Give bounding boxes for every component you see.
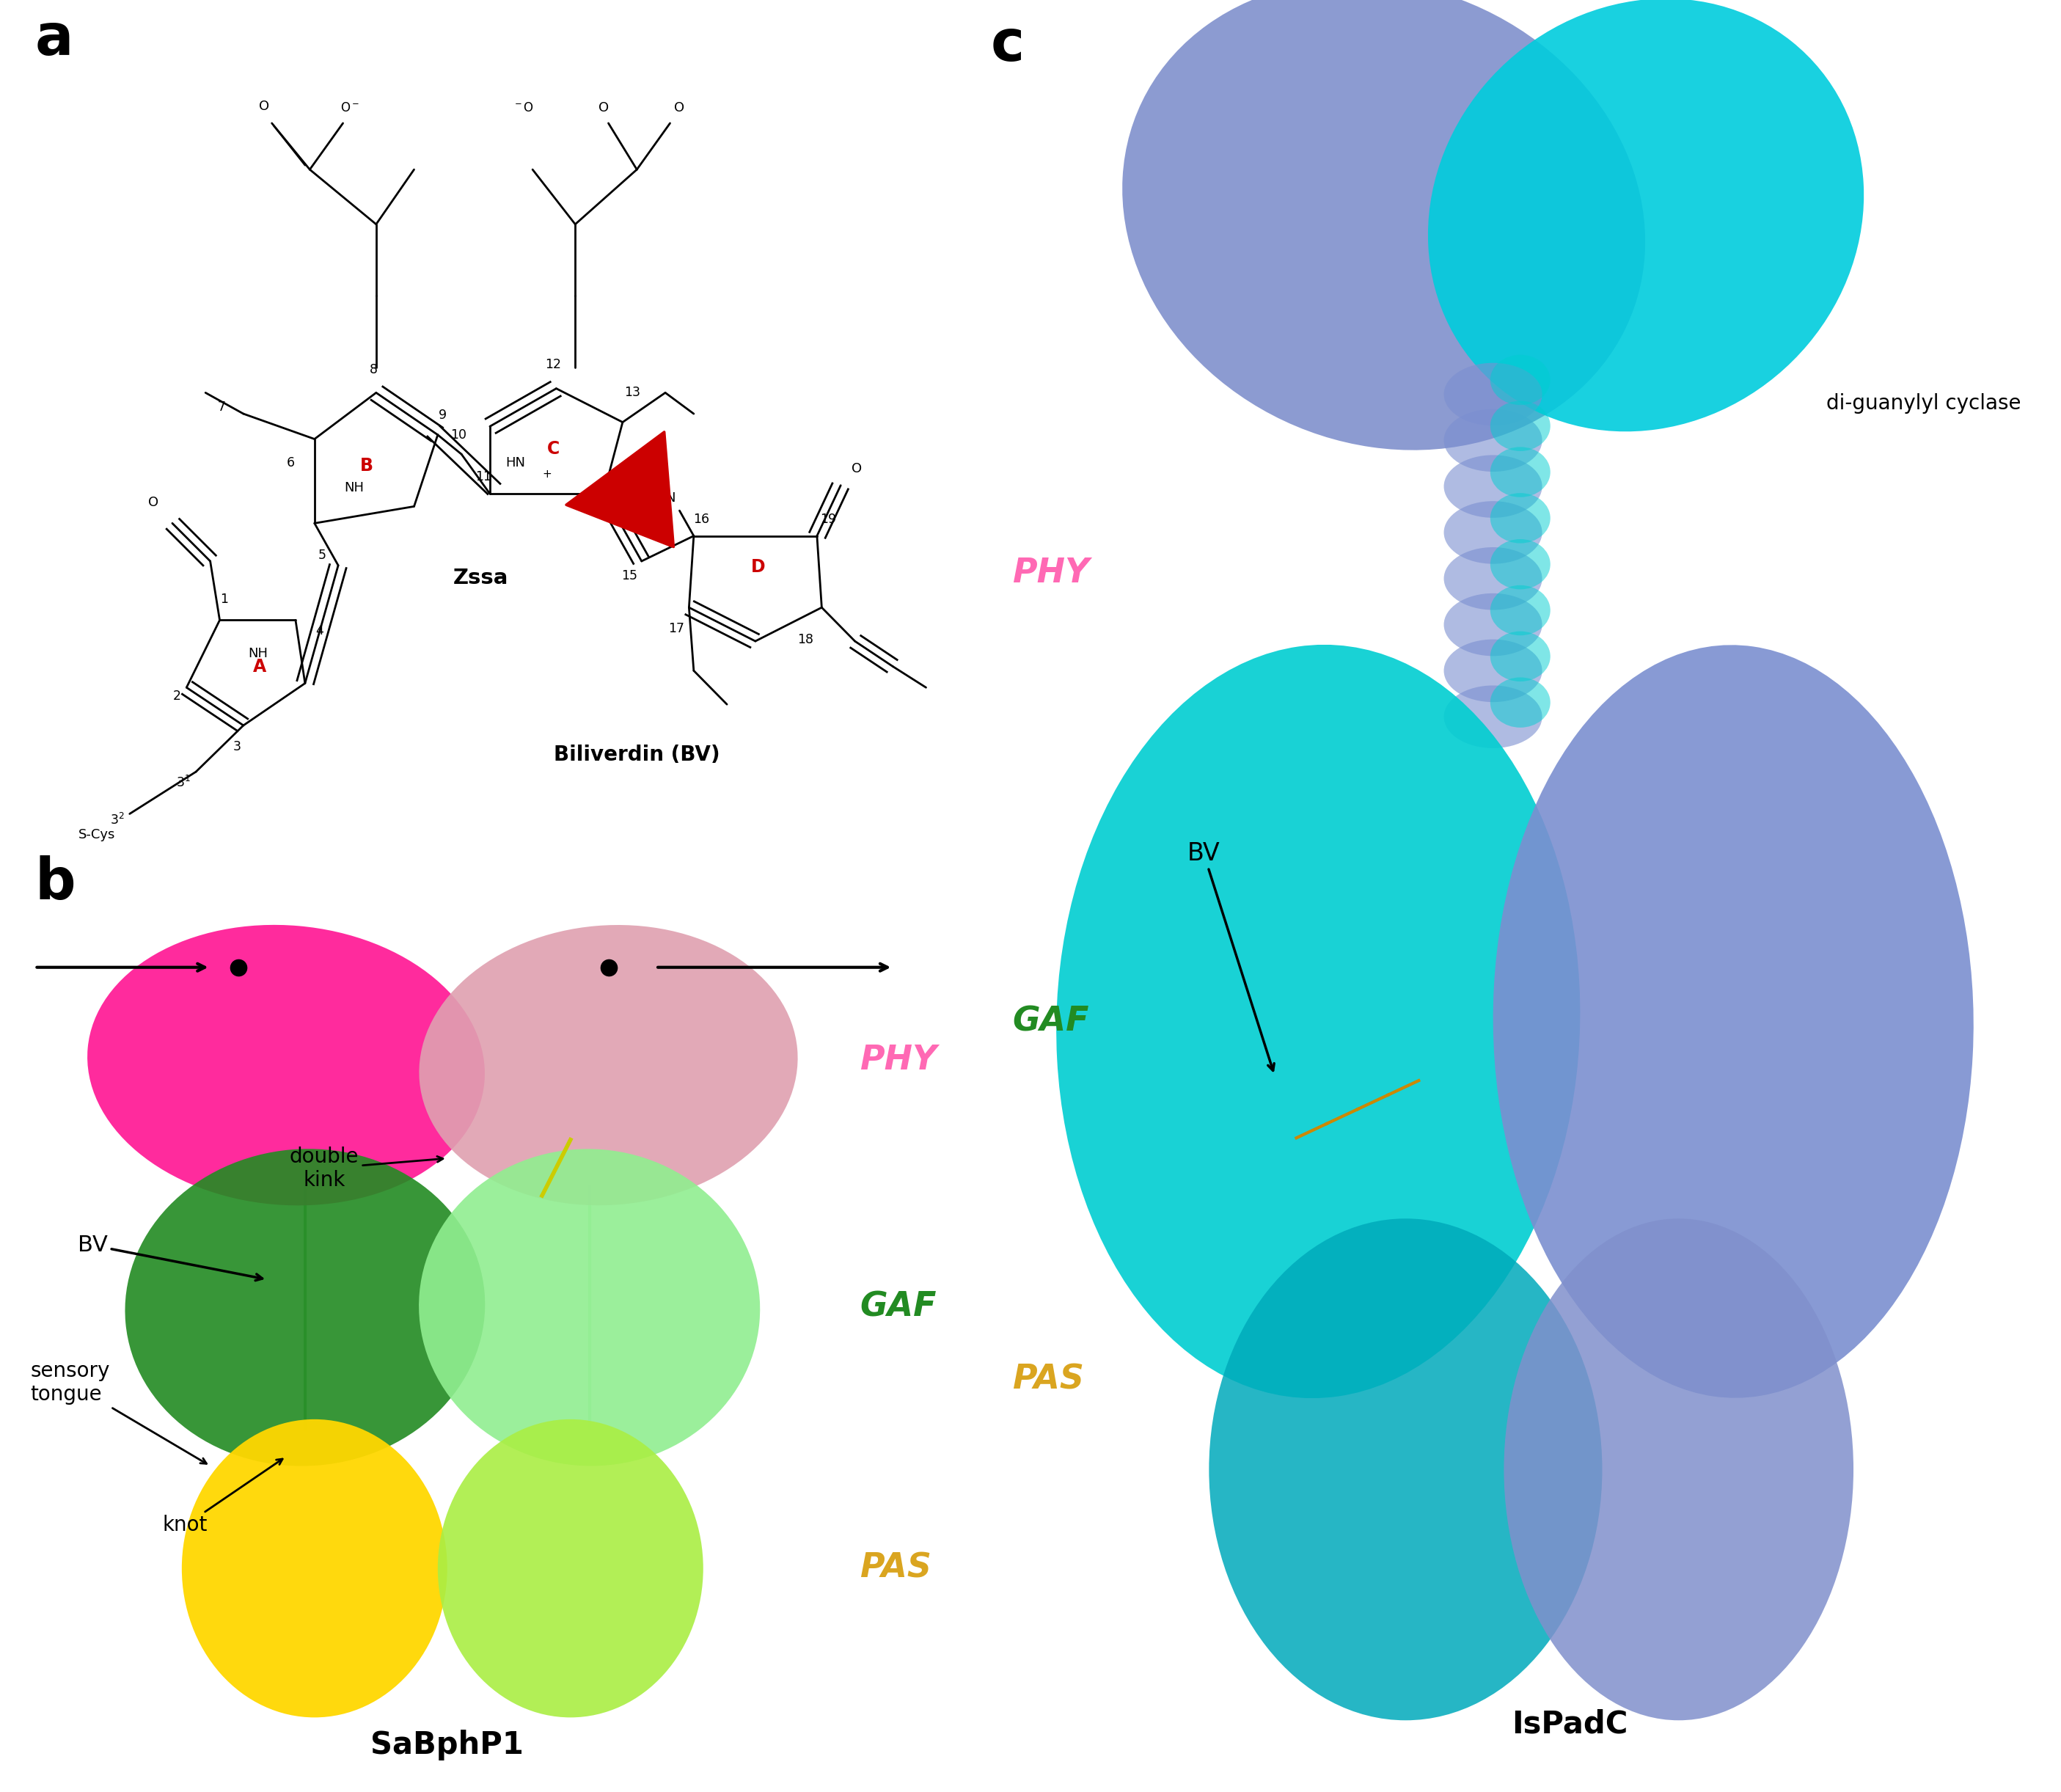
Text: 3: 3 bbox=[233, 740, 241, 753]
Text: 16: 16 bbox=[692, 513, 709, 525]
Text: 13: 13 bbox=[624, 385, 641, 400]
Text: PHY: PHY bbox=[1012, 557, 1090, 590]
Text: Zssa: Zssa bbox=[453, 568, 509, 588]
Text: $^-$O: $^-$O bbox=[513, 102, 534, 115]
Text: 2: 2 bbox=[173, 690, 181, 702]
Text: 5: 5 bbox=[317, 548, 326, 563]
Ellipse shape bbox=[126, 1149, 484, 1466]
Text: O$^-$: O$^-$ bbox=[340, 102, 359, 115]
Text: NH: NH bbox=[247, 647, 268, 661]
Ellipse shape bbox=[1210, 1219, 1601, 1720]
Text: 17: 17 bbox=[668, 622, 684, 634]
Text: O: O bbox=[598, 102, 608, 115]
Text: D: D bbox=[750, 559, 765, 575]
Text: B: B bbox=[361, 457, 373, 475]
Text: c: c bbox=[991, 16, 1024, 73]
Ellipse shape bbox=[437, 1419, 703, 1717]
Text: 7: 7 bbox=[218, 400, 225, 414]
Ellipse shape bbox=[1490, 401, 1550, 452]
Ellipse shape bbox=[1445, 502, 1542, 564]
Ellipse shape bbox=[1445, 455, 1542, 518]
Ellipse shape bbox=[1445, 409, 1542, 471]
Ellipse shape bbox=[1490, 446, 1550, 496]
Ellipse shape bbox=[87, 925, 484, 1206]
Text: N: N bbox=[666, 491, 676, 505]
Text: PAS: PAS bbox=[1012, 1364, 1084, 1396]
Ellipse shape bbox=[1490, 493, 1550, 543]
Ellipse shape bbox=[1445, 640, 1542, 702]
Text: knot: knot bbox=[163, 1459, 282, 1536]
Text: GAF: GAF bbox=[1012, 1005, 1088, 1038]
Text: 11: 11 bbox=[476, 470, 491, 484]
Text: IsPadC: IsPadC bbox=[1511, 1708, 1628, 1740]
Text: A: A bbox=[254, 658, 266, 676]
Ellipse shape bbox=[1490, 586, 1550, 636]
Ellipse shape bbox=[1490, 677, 1550, 728]
Ellipse shape bbox=[1490, 631, 1550, 681]
Ellipse shape bbox=[1445, 362, 1542, 426]
Ellipse shape bbox=[418, 925, 798, 1206]
Text: BV: BV bbox=[1187, 840, 1274, 1070]
Ellipse shape bbox=[1428, 0, 1863, 432]
Text: GAF: GAF bbox=[859, 1290, 936, 1324]
Text: a: a bbox=[35, 11, 74, 66]
FancyArrowPatch shape bbox=[567, 432, 674, 547]
Text: NH: NH bbox=[344, 482, 365, 495]
Text: SaBphP1: SaBphP1 bbox=[371, 1729, 523, 1762]
Ellipse shape bbox=[1505, 1219, 1853, 1720]
Text: 6: 6 bbox=[286, 455, 295, 470]
Text: BV: BV bbox=[78, 1235, 262, 1281]
Text: PAS: PAS bbox=[859, 1552, 932, 1584]
Text: double
kink: double kink bbox=[289, 1147, 443, 1190]
Text: 14: 14 bbox=[606, 504, 620, 518]
Text: 8: 8 bbox=[369, 364, 377, 376]
Text: C: C bbox=[546, 441, 561, 459]
Text: Biliverdin (BV): Biliverdin (BV) bbox=[554, 745, 719, 765]
Text: O: O bbox=[148, 496, 159, 509]
Ellipse shape bbox=[1445, 593, 1542, 656]
Text: b: b bbox=[35, 855, 76, 912]
Ellipse shape bbox=[1490, 355, 1550, 405]
Ellipse shape bbox=[1492, 645, 1974, 1398]
Ellipse shape bbox=[1057, 645, 1581, 1398]
Text: sensory
tongue: sensory tongue bbox=[31, 1360, 206, 1464]
Text: PHY: PHY bbox=[859, 1045, 938, 1077]
Text: 3$^2$: 3$^2$ bbox=[109, 812, 124, 828]
Ellipse shape bbox=[1490, 539, 1550, 590]
Text: O: O bbox=[851, 462, 861, 475]
Text: 1: 1 bbox=[221, 593, 229, 606]
Ellipse shape bbox=[1445, 685, 1542, 749]
Text: H: H bbox=[651, 482, 660, 493]
Ellipse shape bbox=[181, 1419, 447, 1717]
Text: 4: 4 bbox=[315, 624, 324, 638]
Text: 19: 19 bbox=[820, 513, 837, 525]
Text: 12: 12 bbox=[546, 358, 561, 371]
Text: di-guanylyl cyclase: di-guanylyl cyclase bbox=[1826, 392, 2022, 414]
Text: O: O bbox=[674, 102, 684, 115]
Text: O: O bbox=[260, 100, 270, 113]
Ellipse shape bbox=[1123, 0, 1645, 450]
Text: 18: 18 bbox=[798, 633, 814, 647]
Text: 3$^1$: 3$^1$ bbox=[177, 776, 192, 790]
Text: +: + bbox=[542, 470, 552, 480]
Text: 15: 15 bbox=[620, 568, 637, 582]
Text: 10: 10 bbox=[451, 428, 466, 441]
Ellipse shape bbox=[1445, 547, 1542, 609]
Text: 9: 9 bbox=[439, 409, 447, 423]
Text: S-Cys: S-Cys bbox=[78, 828, 115, 842]
Text: HN: HN bbox=[505, 455, 526, 470]
Ellipse shape bbox=[418, 1149, 761, 1466]
